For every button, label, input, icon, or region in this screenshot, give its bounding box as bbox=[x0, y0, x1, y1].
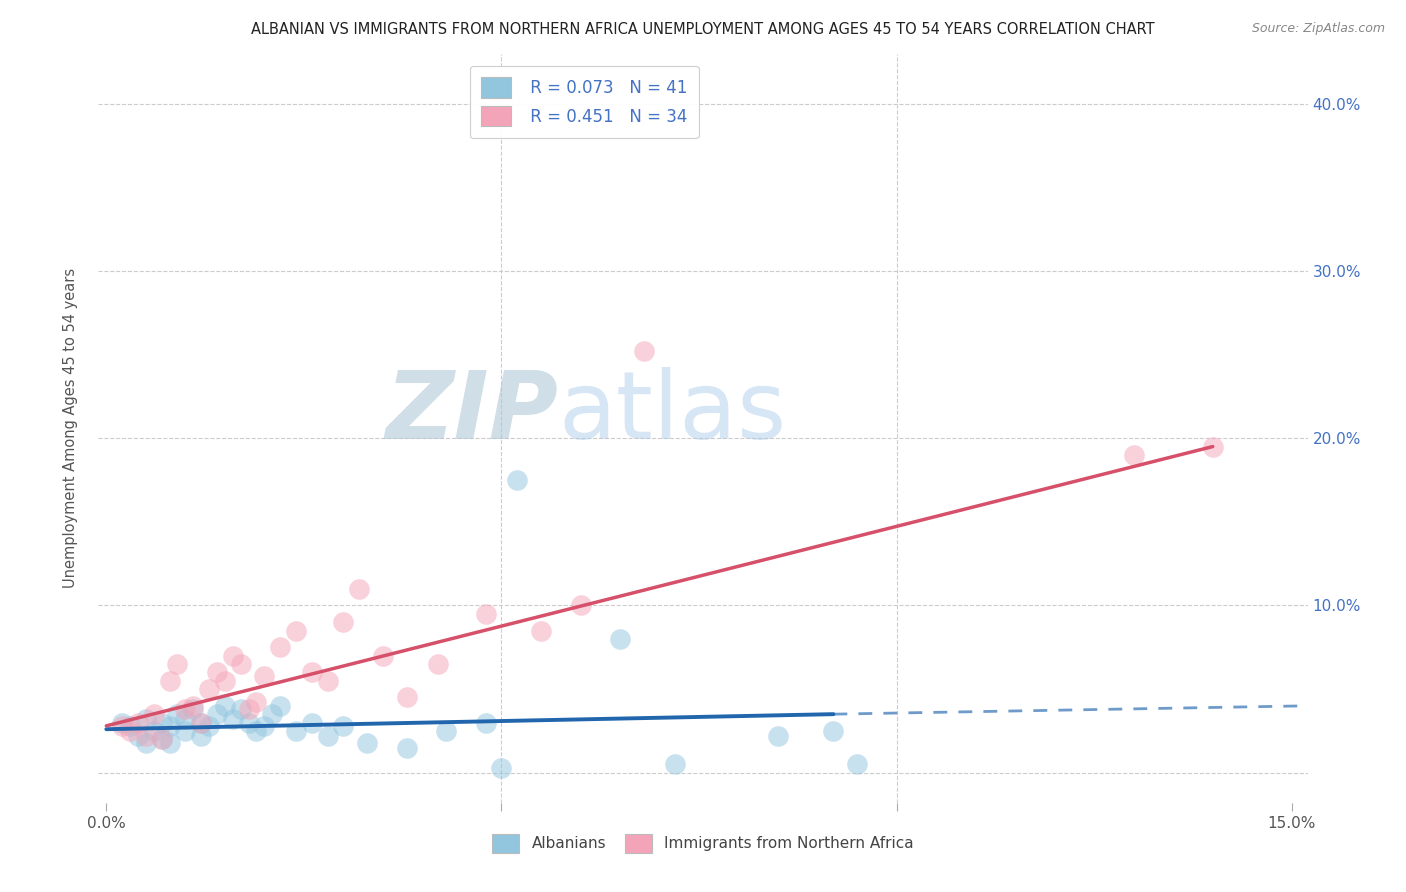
Point bbox=[530, 624, 553, 638]
Point bbox=[150, 732, 173, 747]
Point bbox=[181, 698, 204, 713]
Point bbox=[262, 707, 284, 722]
Point bbox=[127, 715, 149, 730]
Point bbox=[491, 761, 513, 775]
Point bbox=[214, 698, 236, 713]
Point bbox=[253, 669, 276, 683]
Point bbox=[427, 657, 450, 671]
Point bbox=[166, 657, 188, 671]
Point bbox=[245, 723, 267, 738]
Point bbox=[190, 729, 212, 743]
Point bbox=[118, 723, 141, 738]
Point bbox=[159, 719, 181, 733]
Point bbox=[127, 729, 149, 743]
Point bbox=[166, 707, 188, 722]
Point bbox=[150, 732, 173, 747]
Point bbox=[474, 715, 496, 730]
Text: atlas: atlas bbox=[558, 368, 786, 459]
Y-axis label: Unemployment Among Ages 45 to 54 years: Unemployment Among Ages 45 to 54 years bbox=[63, 268, 77, 588]
Point bbox=[285, 624, 308, 638]
Point bbox=[150, 715, 173, 730]
Text: Source: ZipAtlas.com: Source: ZipAtlas.com bbox=[1251, 22, 1385, 36]
Point bbox=[229, 702, 252, 716]
Point bbox=[301, 665, 323, 680]
Point bbox=[371, 648, 394, 663]
Point bbox=[1202, 440, 1225, 454]
Point bbox=[238, 715, 260, 730]
Text: ZIP: ZIP bbox=[385, 368, 558, 459]
Point bbox=[434, 723, 457, 738]
Point bbox=[609, 632, 631, 646]
Point bbox=[142, 723, 165, 738]
Point bbox=[253, 719, 276, 733]
Point bbox=[111, 715, 134, 730]
Point bbox=[633, 344, 655, 359]
Point bbox=[205, 665, 228, 680]
Point bbox=[301, 715, 323, 730]
Point bbox=[395, 740, 418, 755]
Point bbox=[316, 673, 339, 688]
Point bbox=[190, 715, 212, 730]
Point bbox=[846, 757, 869, 772]
Point bbox=[135, 712, 157, 726]
Point bbox=[395, 690, 418, 705]
Point bbox=[506, 473, 529, 487]
Legend: Albanians, Immigrants from Northern Africa: Albanians, Immigrants from Northern Afri… bbox=[486, 828, 920, 859]
Point bbox=[222, 648, 245, 663]
Point bbox=[198, 719, 221, 733]
Point bbox=[142, 707, 165, 722]
Point bbox=[269, 640, 291, 655]
Point bbox=[229, 657, 252, 671]
Point bbox=[135, 735, 157, 749]
Point bbox=[347, 582, 370, 596]
Point bbox=[198, 681, 221, 696]
Point bbox=[238, 702, 260, 716]
Point bbox=[205, 707, 228, 722]
Point bbox=[245, 696, 267, 710]
Point bbox=[1122, 448, 1144, 462]
Point bbox=[222, 712, 245, 726]
Point bbox=[316, 729, 339, 743]
Text: ALBANIAN VS IMMIGRANTS FROM NORTHERN AFRICA UNEMPLOYMENT AMONG AGES 45 TO 54 YEA: ALBANIAN VS IMMIGRANTS FROM NORTHERN AFR… bbox=[252, 22, 1154, 37]
Point bbox=[174, 702, 197, 716]
Point bbox=[332, 615, 354, 630]
Point bbox=[569, 599, 592, 613]
Point bbox=[823, 723, 845, 738]
Point bbox=[474, 607, 496, 621]
Point bbox=[766, 729, 789, 743]
Point bbox=[356, 735, 378, 749]
Point bbox=[190, 715, 212, 730]
Point bbox=[664, 757, 686, 772]
Point bbox=[159, 735, 181, 749]
Point bbox=[135, 729, 157, 743]
Point bbox=[285, 723, 308, 738]
Point bbox=[174, 723, 197, 738]
Point bbox=[181, 702, 204, 716]
Point bbox=[111, 719, 134, 733]
Point bbox=[214, 673, 236, 688]
Point bbox=[118, 719, 141, 733]
Point bbox=[269, 698, 291, 713]
Point bbox=[332, 719, 354, 733]
Point bbox=[174, 712, 197, 726]
Point bbox=[159, 673, 181, 688]
